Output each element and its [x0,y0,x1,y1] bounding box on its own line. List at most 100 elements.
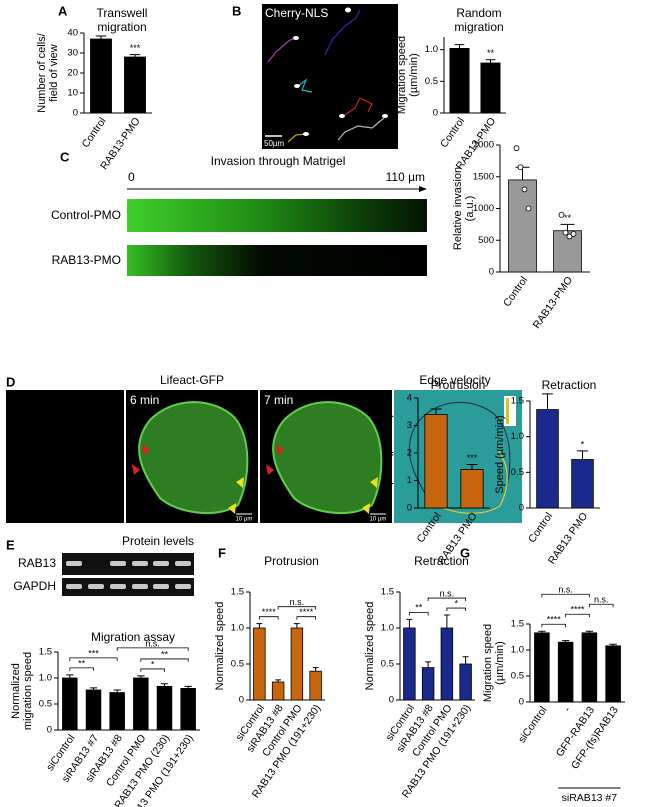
cell [138,401,249,515]
significance-bracket [140,668,165,672]
y-axis-label: Normalized speed [214,602,226,691]
y-tick-label: 1.0 [425,44,438,55]
significance-bracket [408,611,429,616]
y-tick-label: 1500 [473,171,494,182]
y-tick-label: 1.5 [511,619,524,630]
y-tick-label: 1.5 [381,587,394,598]
significance-bracket [446,607,467,612]
x-tick-label: - [562,704,574,714]
bar [557,641,574,703]
y-tick-label: 20 [67,68,78,79]
bar [156,685,173,731]
error-bar [462,656,469,664]
arrowhead-marker [132,464,140,475]
data-point [566,233,573,240]
significance-label: **** [299,607,314,617]
y-tick-label: 0 [47,725,52,736]
error-bar [466,464,478,470]
y-tick-label: 500 [478,235,494,246]
chart-title: migration [97,20,146,34]
bar [253,627,266,701]
panel-title: Edge velocity [419,373,490,387]
chart-title: Protrusion [264,554,319,568]
panel-title: Lifeact-GFP [160,373,224,387]
arrowhead-marker [236,477,244,488]
y-tick-label: 0.5 [381,659,394,670]
y-axis-label: (µm/min) [408,53,420,97]
significance-bracket [140,658,189,662]
error-bar [538,630,546,633]
image-background [6,390,124,523]
y-tick-label: 3 [407,420,412,431]
y-axis-label: (µm/min) [494,641,506,685]
colorbar-scale [506,398,509,424]
blot-bands [66,561,191,589]
significance-label: * [581,439,585,449]
bar [62,677,78,731]
x-tick-label: RAB13-PMO [531,274,576,331]
y-axis-label: Relative invasion [452,167,464,250]
x-tick-label: siControl [516,704,550,745]
x-tick-label: Control [79,115,108,150]
error-bar [577,450,588,460]
significance-bracket [258,616,279,620]
significance-label: ** [564,213,572,223]
bar [508,179,537,273]
error-bar [137,675,145,678]
y-axis-label: Normalized speed [364,602,376,691]
chart-title: Transwell [97,6,148,20]
y-tick-label: 0 [433,108,438,119]
image-label: Cherry-NLS [265,6,328,20]
bar [449,48,470,114]
bar [290,627,304,701]
chart-title: Migration assay [91,630,175,644]
y-axis-label: Normalized [10,663,22,719]
bar [124,56,146,114]
chart-title: Retraction [542,378,597,392]
nucleus [345,7,351,13]
y-tick-label: 0.5 [39,699,52,710]
bar [440,627,454,701]
error-bar [561,640,570,643]
bar-chart: Migration speed (µm/min) 0 0.5 1.0 1.5 siContr… [482,585,625,804]
frame-time: 6 min [130,393,159,407]
error-bar [485,59,496,63]
error-bar [542,393,553,410]
significance-label: *** [88,648,99,658]
error-bar [293,623,300,628]
blot-strip [62,578,194,596]
bar [581,632,598,703]
error-bar [95,35,107,39]
significance-label: **** [547,615,562,625]
error-bar [66,674,74,678]
bar [421,667,435,701]
x-tick-label: Control [501,274,530,309]
y-tick-label: 0 [407,503,412,514]
bar-chart: Retraction Speed (µm/min) 0 0.5 1.0 1.5 Contro… [494,378,600,567]
data-point [562,229,569,236]
bar [109,692,125,731]
significance-bracket [588,603,614,608]
panel-letter: D [6,374,15,389]
panel-letters: A B C D E F G [6,3,470,560]
error-bar [443,614,450,628]
data-point [513,145,520,152]
significance-bracket [69,667,94,671]
significance-label: *** [467,453,478,463]
y-tick-label: 40 [67,28,78,39]
significance-label: * [454,598,458,608]
significance-bracket [427,597,467,602]
bar [534,632,550,703]
significance-label: n.s. [558,585,573,595]
tracking-image: Cherry-NLS 50µm [262,4,398,149]
y-tick-label: 1.5 [511,396,524,407]
y-axis-label: Number of cells/ [36,32,48,112]
y-tick-label: 2000 [473,140,494,151]
x-tick-label: Control [438,115,467,150]
nucleus [293,36,299,40]
lifeact-panel: Lifeact-GFP Edge velocity 6 min 7 min 10… [6,373,491,523]
